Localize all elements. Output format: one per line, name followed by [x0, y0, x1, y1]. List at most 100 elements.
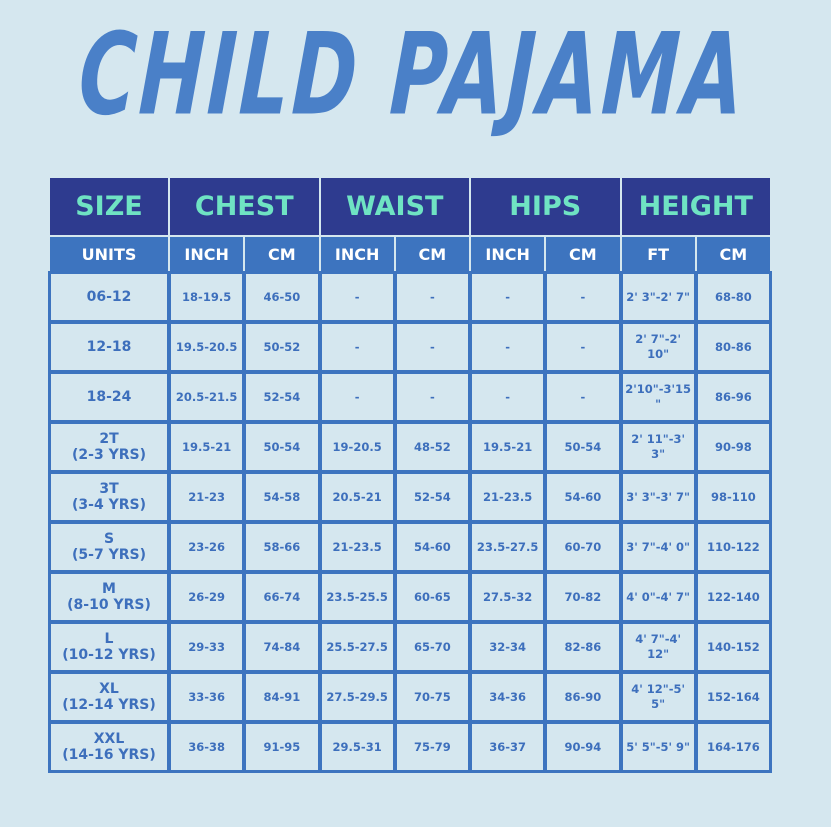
- measurement-cell: 60-70: [544, 521, 622, 573]
- size-cell: XL (12-14 YRS): [48, 671, 170, 723]
- size-cell: XXL (14-16 YRS): [48, 721, 170, 773]
- measurement-cell: 21-23.5: [468, 471, 547, 523]
- measurement-cell: 58-66: [243, 521, 321, 573]
- table-row: 12-18 19.5-20.5 50-52- - - -2' 7"-2' 10" 80-86: [48, 321, 773, 373]
- measurement-cell: 84-91: [243, 671, 321, 723]
- size-cell: 3T (3-4 YRS): [48, 471, 170, 523]
- title-text: CHILD PAJAMA: [76, 10, 750, 142]
- measurement-cell: 23.5-27.5: [468, 521, 547, 573]
- measurement-cell: 152-164: [694, 671, 773, 723]
- measurement-cell: 3' 7"-4' 0": [619, 521, 697, 573]
- measurement-cell: 21-23.5: [318, 521, 396, 573]
- measurement-cell: 19.5-21: [167, 421, 246, 473]
- measurement-cell: -: [318, 271, 396, 323]
- size-cell: 06-12: [48, 271, 170, 323]
- size-label: 18-24: [86, 389, 132, 405]
- measurement-cell: 21-23: [167, 471, 246, 523]
- size-label: S: [103, 531, 115, 547]
- measurement-cell: 52-54: [393, 471, 472, 523]
- size-cell: S (5-7 YRS): [48, 521, 170, 573]
- measurement-cell: -: [544, 271, 622, 323]
- measurement-cell: -: [318, 371, 396, 423]
- measurement-cell: 19-20.5: [318, 421, 396, 473]
- measurement-cell: 4' 0"-4' 7": [619, 571, 697, 623]
- measurement-cell: 86-96: [694, 371, 773, 423]
- table-row: M (8-10 YRS) 26-29 66-74 23.5-25.5 60-65 27.5-…: [48, 571, 773, 623]
- size-label: XXL: [93, 731, 125, 747]
- unit-header: CM: [395, 237, 469, 271]
- measurement-cell: 46-50: [243, 271, 321, 323]
- measurement-cell: 66-74: [243, 571, 321, 623]
- measurement-cell: 23-26: [167, 521, 246, 573]
- unit-header: CM: [245, 237, 319, 271]
- group-header-row: SIZE CHEST WAIST HIPS HEIGHT: [50, 178, 770, 235]
- table-row: 3T (3-4 YRS) 21-23 54-58 20.5-21 52-54 21-23.5…: [48, 471, 773, 523]
- table-row: 18-24 20.5-21.5 52-54- - - -2'10"-3'15" 86-96: [48, 371, 773, 423]
- measurement-cell: 164-176: [694, 721, 773, 773]
- measurement-cell: 2' 7"-2' 10": [619, 321, 697, 373]
- measurement-cell: 20.5-21: [318, 471, 396, 523]
- measurement-cell: 91-95: [243, 721, 321, 773]
- table-row: XL (12-14 YRS) 33-36 84-91 27.5-29.5 70-75 34-…: [48, 671, 773, 723]
- measurement-cell: 26-29: [167, 571, 246, 623]
- unit-header: INCH: [471, 237, 545, 271]
- measurement-cell: 34-36: [468, 671, 547, 723]
- size-age-range: (14-16 YRS): [62, 747, 156, 763]
- size-label: 06-12: [86, 289, 132, 305]
- unit-header: UNITS: [50, 237, 168, 271]
- size-age-range: (12-14 YRS): [62, 697, 156, 713]
- size-age-range: (3-4 YRS): [72, 497, 146, 513]
- measurement-cell: -: [468, 371, 547, 423]
- table-row: 2T (2-3 YRS) 19.5-21 50-54 19-20.5 48-52 19.5-…: [48, 421, 773, 473]
- measurement-cell: 110-122: [694, 521, 773, 573]
- table-row: S (5-7 YRS) 23-26 58-66 21-23.5 54-60 23.5-27.…: [48, 521, 773, 573]
- size-age-range: (10-12 YRS): [62, 647, 156, 663]
- measurement-cell: 23.5-25.5: [318, 571, 396, 623]
- size-age-range: (5-7 YRS): [72, 547, 146, 563]
- measurement-cell: 122-140: [694, 571, 773, 623]
- unit-header: INCH: [170, 237, 244, 271]
- unit-header: CM: [696, 237, 770, 271]
- group-header-chest: CHEST: [170, 178, 319, 235]
- size-cell: 18-24: [48, 371, 170, 423]
- measurement-cell: 19.5-21: [468, 421, 547, 473]
- measurement-cell: 52-54: [243, 371, 321, 423]
- size-label: 12-18: [86, 339, 132, 355]
- measurement-cell: 29.5-31: [318, 721, 396, 773]
- size-age-range: (2-3 YRS): [72, 447, 146, 463]
- measurement-cell: 36-38: [167, 721, 246, 773]
- measurement-cell: -: [393, 271, 472, 323]
- measurement-cell: 140-152: [694, 621, 773, 673]
- size-label: 3T: [99, 481, 119, 497]
- measurement-cell: 33-36: [167, 671, 246, 723]
- measurement-cell: 54-60: [393, 521, 472, 573]
- measurement-cell: -: [318, 321, 396, 373]
- measurement-cell: 25.5-27.5: [318, 621, 396, 673]
- measurement-cell: 36-37: [468, 721, 547, 773]
- size-cell: 12-18: [48, 321, 170, 373]
- measurement-cell: 98-110: [694, 471, 773, 523]
- size-cell: M (8-10 YRS): [48, 571, 170, 623]
- measurement-cell: 48-52: [393, 421, 472, 473]
- measurement-cell: 29-33: [167, 621, 246, 673]
- measurement-cell: 3' 3"-3' 7": [619, 471, 697, 523]
- measurement-cell: 4' 12"-5' 5": [619, 671, 697, 723]
- size-chart-table: SIZE CHEST WAIST HIPS HEIGHT UNITS INCH CM INCH…: [48, 176, 773, 773]
- unit-header: FT: [621, 237, 695, 271]
- measurement-cell: 19.5-20.5: [167, 321, 246, 373]
- size-cell: L (10-12 YRS): [48, 621, 170, 673]
- measurement-cell: 86-90: [544, 671, 622, 723]
- measurement-cell: -: [544, 321, 622, 373]
- table-body: 06-12 18-19.5 46-50- - - -2' 3"-2' 7" 68-80 12-…: [48, 271, 773, 773]
- measurement-cell: 60-65: [393, 571, 472, 623]
- table-row: L (10-12 YRS) 29-33 74-84 25.5-27.5 65-70 32-3…: [48, 621, 773, 673]
- measurement-cell: 90-94: [544, 721, 622, 773]
- unit-header: CM: [546, 237, 620, 271]
- group-header-hips: HIPS: [471, 178, 620, 235]
- size-label: XL: [99, 681, 119, 697]
- measurement-cell: 2'10"-3'15": [619, 371, 697, 423]
- measurement-cell: 20.5-21.5: [167, 371, 246, 423]
- measurement-cell: 50-52: [243, 321, 321, 373]
- measurement-cell: 90-98: [694, 421, 773, 473]
- measurement-cell: -: [468, 321, 547, 373]
